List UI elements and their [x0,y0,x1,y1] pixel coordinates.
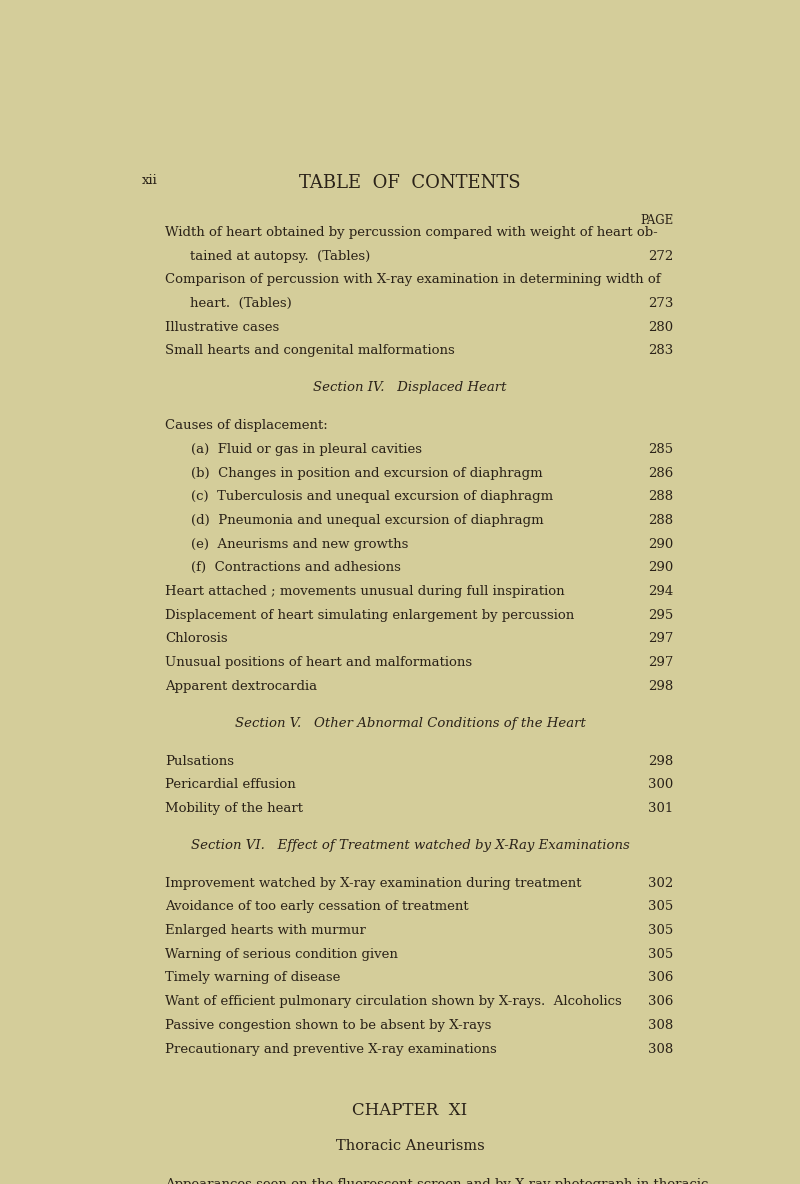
Text: 288: 288 [648,490,674,503]
Text: Width of heart obtained by percussion compared with weight of heart ob-: Width of heart obtained by percussion co… [165,226,658,239]
Text: Pericardial effusion: Pericardial effusion [165,778,296,791]
Text: tained at autopsy.  (Tables): tained at autopsy. (Tables) [190,250,370,263]
Text: Passive congestion shown to be absent by X-rays: Passive congestion shown to be absent by… [165,1019,491,1031]
Text: Displacement of heart simulating enlargement by percussion: Displacement of heart simulating enlarge… [165,609,574,622]
Text: 297: 297 [648,656,674,669]
Text: 305: 305 [648,900,674,913]
Text: 306: 306 [648,971,674,984]
Text: (f)  Contractions and adhesions: (f) Contractions and adhesions [191,561,401,574]
Text: 305: 305 [648,947,674,960]
Text: TABLE  OF  CONTENTS: TABLE OF CONTENTS [299,174,521,192]
Text: Appearances seen on the fluorescent screen and by X-ray photograph in thoracic: Appearances seen on the fluorescent scre… [165,1178,709,1184]
Text: Section VI.   Effect of Treatment watched by X-Ray Examinations: Section VI. Effect of Treatment watched … [190,838,630,851]
Text: 295: 295 [648,609,674,622]
Text: Section V.   Other Abnormal Conditions of the Heart: Section V. Other Abnormal Conditions of … [234,716,586,729]
Text: 302: 302 [648,876,674,889]
Text: Chlorosis: Chlorosis [165,632,228,645]
Text: Precautionary and preventive X-ray examinations: Precautionary and preventive X-ray exami… [165,1043,497,1056]
Text: 298: 298 [648,680,674,693]
Text: heart.  (Tables): heart. (Tables) [190,297,292,310]
Text: 280: 280 [648,321,674,334]
Text: 283: 283 [648,345,674,358]
Text: Timely warning of disease: Timely warning of disease [165,971,341,984]
Text: Illustrative cases: Illustrative cases [165,321,279,334]
Text: Heart attached ; movements unusual during full inspiration: Heart attached ; movements unusual durin… [165,585,565,598]
Text: Apparent dextrocardia: Apparent dextrocardia [165,680,318,693]
Text: 273: 273 [648,297,674,310]
Text: 294: 294 [648,585,674,598]
Text: (c)  Tuberculosis and unequal excursion of diaphragm: (c) Tuberculosis and unequal excursion o… [191,490,554,503]
Text: 300: 300 [648,778,674,791]
Text: 288: 288 [648,514,674,527]
Text: Unusual positions of heart and malformations: Unusual positions of heart and malformat… [165,656,472,669]
Text: 290: 290 [648,538,674,551]
Text: 308: 308 [648,1043,674,1056]
Text: Avoidance of too early cessation of treatment: Avoidance of too early cessation of trea… [165,900,469,913]
Text: 306: 306 [648,995,674,1008]
Text: CHAPTER  XI: CHAPTER XI [352,1102,468,1119]
Text: 272: 272 [648,250,674,263]
Text: 286: 286 [648,466,674,480]
Text: xii: xii [142,174,158,187]
Text: 297: 297 [648,632,674,645]
Text: Section IV.   Displaced Heart: Section IV. Displaced Heart [314,381,506,394]
Text: (b)  Changes in position and excursion of diaphragm: (b) Changes in position and excursion of… [191,466,542,480]
Text: 290: 290 [648,561,674,574]
Text: 298: 298 [648,754,674,767]
Text: Pulsations: Pulsations [165,754,234,767]
Text: Mobility of the heart: Mobility of the heart [165,802,303,815]
Text: (e)  Aneurisms and new growths: (e) Aneurisms and new growths [191,538,409,551]
Text: (d)  Pneumonia and unequal excursion of diaphragm: (d) Pneumonia and unequal excursion of d… [191,514,544,527]
Text: 308: 308 [648,1019,674,1031]
Text: Small hearts and congenital malformations: Small hearts and congenital malformation… [165,345,455,358]
Text: Causes of displacement:: Causes of displacement: [165,419,328,432]
Text: Enlarged hearts with murmur: Enlarged hearts with murmur [165,924,366,937]
Text: Improvement watched by X-ray examination during treatment: Improvement watched by X-ray examination… [165,876,582,889]
Text: 305: 305 [648,924,674,937]
Text: 285: 285 [648,443,674,456]
Text: PAGE: PAGE [640,214,674,227]
Text: 301: 301 [648,802,674,815]
Text: Warning of serious condition given: Warning of serious condition given [165,947,398,960]
Text: (a)  Fluid or gas in pleural cavities: (a) Fluid or gas in pleural cavities [191,443,422,456]
Text: Comparison of percussion with X-ray examination in determining width of: Comparison of percussion with X-ray exam… [165,274,661,287]
Text: Want of efficient pulmonary circulation shown by X-rays.  Alcoholics: Want of efficient pulmonary circulation … [165,995,622,1008]
Text: Thoracic Aneurisms: Thoracic Aneurisms [336,1139,484,1152]
